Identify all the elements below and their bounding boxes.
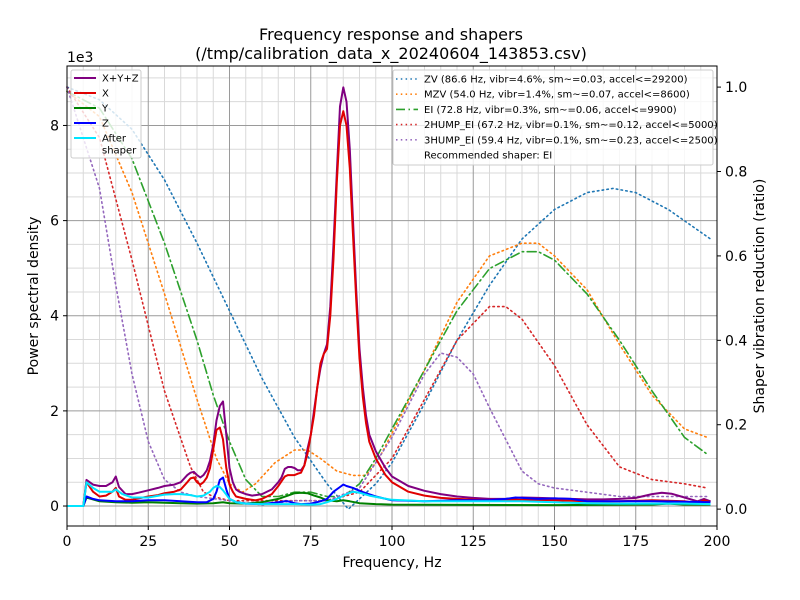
legend-psd-label: After shaper <box>102 134 137 157</box>
chart-title: Frequency response and shapers <box>259 25 523 44</box>
y2-tick-label: 0.4 <box>725 333 747 349</box>
legend-shaper-label: 3HUMP_EI (59.4 Hz, vibr=0.1%, sm~=0.23, … <box>424 135 718 146</box>
y-tick-label: 6 <box>50 214 59 230</box>
x-tick-label: 100 <box>379 534 406 550</box>
x-tick-label: 0 <box>63 534 72 550</box>
shaper-line-ei <box>66 90 709 498</box>
y-offset-text: 1e3 <box>67 50 93 66</box>
y-tick-label: 0 <box>50 499 59 515</box>
y2-axis-label: Shaper vibration reduction (ratio) <box>752 179 768 414</box>
shaper-line-mzv <box>66 90 709 494</box>
psd-curves <box>67 86 711 507</box>
legend-psd-label: Z <box>102 119 109 130</box>
y-tick-label: 2 <box>50 404 59 420</box>
x-tick-label: 175 <box>622 534 649 550</box>
x-axis-label: Frequency, Hz <box>342 555 441 571</box>
axis-ticks: 0 25 50 75 100 125 150 175 200 0 2 4 6 8 0.0 0.2 0.4 0.6 0… <box>50 80 747 550</box>
psd-line-x <box>67 110 711 507</box>
legend-psd-label: X+Y+Z <box>102 74 139 85</box>
x-tick-label: 200 <box>704 534 731 550</box>
x-tick-label: 125 <box>460 534 487 550</box>
y-axis-label: Power spectral density <box>26 217 42 376</box>
shaper-line-2hump-ei <box>66 86 709 502</box>
x-tick-label: 50 <box>221 534 239 550</box>
psd-line-y <box>67 491 711 507</box>
legend-shaper-label: 2HUMP_EI (67.2 Hz, vibr=0.1%, sm~=0.12, … <box>424 120 718 131</box>
y2-tick-label: 0.0 <box>725 502 747 518</box>
legend-shapers-box <box>392 69 714 166</box>
legend-shapers: ZV (86.6 Hz, vibr=4.6%, sm~=0.03, accel<… <box>392 69 718 166</box>
x-tick-label: 150 <box>541 534 568 550</box>
legend-psd-label: Y <box>101 104 109 115</box>
y-tick-label: 4 <box>50 309 59 325</box>
chart-subtitle: (/tmp/calibration_data_x_20240604_143853… <box>195 44 587 64</box>
shaper-line-3hump-ei <box>66 86 709 506</box>
y2-tick-label: 1.0 <box>725 80 747 96</box>
legend-psd: X+Y+Z XYZ After shaper <box>70 69 142 159</box>
y2-tick-label: 0.8 <box>725 165 747 181</box>
legend-shaper-label: ZV (86.6 Hz, vibr=4.6%, sm~=0.03, accel<… <box>424 75 688 86</box>
psd-line-after-shaper <box>67 481 711 507</box>
y2-tick-label: 0.2 <box>725 418 747 434</box>
legend-psd-label: X <box>102 89 109 100</box>
x-tick-label: 25 <box>139 534 157 550</box>
y-tick-label: 8 <box>50 118 59 134</box>
legend-shaper-label: EI (72.8 Hz, vibr=0.3%, sm~=0.06, accel<… <box>424 105 677 116</box>
x-tick-label: 75 <box>302 534 320 550</box>
recommended-shaper-text: Recommended shaper: EI <box>424 151 552 162</box>
y2-tick-label: 0.6 <box>725 249 747 265</box>
legend-shaper-label: MZV (54.0 Hz, vibr=1.4%, sm~=0.07, accel… <box>424 90 690 101</box>
